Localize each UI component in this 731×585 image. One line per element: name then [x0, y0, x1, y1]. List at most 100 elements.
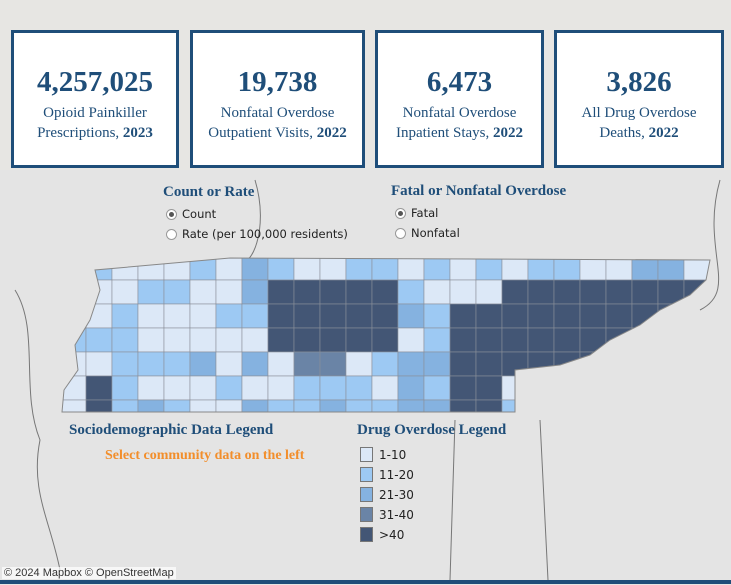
county[interactable] [579, 399, 607, 424]
county[interactable] [293, 399, 321, 424]
county[interactable] [423, 327, 451, 353]
county[interactable] [449, 375, 477, 401]
county[interactable] [85, 327, 113, 353]
county[interactable] [527, 303, 555, 329]
county[interactable] [709, 327, 731, 353]
county[interactable] [293, 256, 321, 281]
county[interactable] [293, 327, 321, 353]
county[interactable] [553, 279, 581, 305]
county[interactable] [605, 303, 633, 329]
county[interactable] [345, 399, 373, 424]
county[interactable] [631, 375, 659, 401]
county[interactable] [267, 327, 295, 353]
county[interactable] [241, 303, 269, 329]
county[interactable] [111, 375, 139, 401]
county[interactable] [579, 279, 607, 305]
county[interactable] [423, 256, 451, 281]
county[interactable] [241, 327, 269, 353]
county[interactable] [631, 279, 659, 305]
county[interactable] [527, 351, 555, 377]
county[interactable] [60, 256, 87, 281]
county[interactable] [657, 303, 685, 329]
county[interactable] [215, 327, 243, 353]
county[interactable] [345, 327, 373, 353]
county[interactable] [371, 327, 399, 353]
radio-rate[interactable]: Rate (per 100,000 residents) [166, 227, 348, 241]
county[interactable] [137, 279, 165, 305]
county[interactable] [397, 351, 425, 377]
county[interactable] [137, 327, 165, 353]
county[interactable] [319, 399, 347, 424]
county[interactable] [111, 399, 139, 424]
county[interactable] [163, 279, 191, 305]
county[interactable] [111, 351, 139, 377]
county[interactable] [371, 375, 399, 401]
county[interactable] [579, 351, 607, 377]
county[interactable] [371, 351, 399, 377]
county[interactable] [683, 399, 710, 424]
county[interactable] [709, 279, 731, 305]
county[interactable] [241, 256, 269, 281]
county[interactable] [267, 279, 295, 305]
county[interactable] [267, 375, 295, 401]
county[interactable] [293, 375, 321, 401]
county[interactable] [111, 303, 139, 329]
county[interactable] [60, 351, 87, 377]
county[interactable] [189, 399, 217, 424]
county[interactable] [579, 375, 607, 401]
county[interactable] [475, 375, 503, 401]
county[interactable] [579, 327, 607, 353]
county[interactable] [475, 327, 503, 353]
county[interactable] [475, 303, 503, 329]
county[interactable] [371, 279, 399, 305]
county[interactable] [163, 399, 191, 424]
county[interactable] [553, 399, 581, 424]
county[interactable] [501, 303, 529, 329]
county[interactable] [449, 256, 477, 281]
county[interactable] [501, 279, 529, 305]
county[interactable] [293, 303, 321, 329]
county[interactable] [553, 351, 581, 377]
county[interactable] [423, 375, 451, 401]
county[interactable] [345, 375, 373, 401]
county[interactable] [189, 375, 217, 401]
county[interactable] [189, 279, 217, 305]
county[interactable] [397, 375, 425, 401]
county[interactable] [709, 375, 731, 401]
county[interactable] [423, 279, 451, 305]
county[interactable] [137, 399, 165, 424]
county[interactable] [85, 399, 113, 424]
county[interactable] [319, 256, 347, 281]
county[interactable] [267, 399, 295, 424]
radio-count[interactable]: Count [166, 207, 216, 221]
county[interactable] [137, 256, 165, 281]
county[interactable] [163, 375, 191, 401]
county[interactable] [60, 303, 87, 329]
county[interactable] [319, 279, 347, 305]
county[interactable] [293, 279, 321, 305]
county[interactable] [397, 327, 425, 353]
county[interactable] [709, 399, 731, 424]
county[interactable] [163, 351, 191, 377]
county[interactable] [267, 303, 295, 329]
county[interactable] [345, 279, 373, 305]
county[interactable] [553, 303, 581, 329]
county[interactable] [527, 399, 555, 424]
county[interactable] [423, 351, 451, 377]
county[interactable] [449, 327, 477, 353]
county[interactable] [345, 351, 373, 377]
county[interactable] [605, 351, 633, 377]
county[interactable] [137, 351, 165, 377]
radio-selected-icon[interactable] [166, 208, 177, 220]
county[interactable] [631, 399, 659, 424]
county[interactable] [709, 303, 731, 329]
county[interactable] [60, 279, 87, 305]
county[interactable] [553, 327, 581, 353]
county[interactable] [111, 327, 139, 353]
county[interactable] [189, 327, 217, 353]
county[interactable] [631, 351, 659, 377]
county[interactable] [449, 303, 477, 329]
county[interactable] [475, 351, 503, 377]
county[interactable] [163, 327, 191, 353]
county[interactable] [657, 351, 685, 377]
